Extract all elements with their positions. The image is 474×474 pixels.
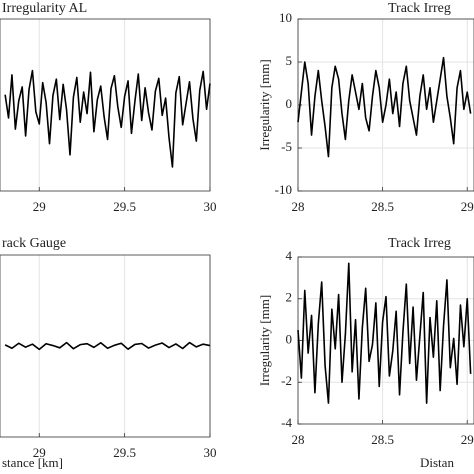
x-tick-label: 28.5 [371, 199, 394, 214]
x-tick-label: 29 [33, 445, 46, 460]
y-axis-label: Irregularity [mm] [257, 295, 272, 386]
x-tick-label: 29 [33, 199, 46, 214]
data-line [4, 341, 211, 351]
plot-frame [297, 18, 474, 192]
x-tick-label: 28.5 [371, 432, 394, 447]
y-axis-label: Irregularity [mm] [257, 59, 272, 150]
data-line [4, 69, 211, 168]
y-tick-label: 0 [286, 96, 293, 111]
x-tick-label: 29.5 [113, 199, 136, 214]
data-line [297, 56, 472, 158]
x-axis-label: Distan [420, 455, 454, 470]
chart-title: Irregularity AL [2, 1, 87, 16]
y-tick-label: 0 [286, 331, 293, 346]
data-line [297, 262, 472, 404]
y-tick-label: 5 [286, 53, 293, 68]
x-tick-label: 28 [292, 199, 305, 214]
x-tick-label: 30 [204, 445, 217, 460]
y-tick-label: -4 [281, 415, 292, 430]
x-tick-label: 29.5 [113, 445, 136, 460]
x-tick-label: 28 [292, 432, 305, 447]
chart-title: rack Gauge [2, 236, 66, 251]
y-tick-label: -2 [281, 373, 292, 388]
plot-frame [0, 18, 211, 192]
y-tick-label: -10 [275, 182, 292, 197]
chart-title: Track Irreg [388, 1, 451, 16]
plot-frame [0, 254, 211, 438]
x-tick-label: 29 [461, 432, 474, 447]
y-tick-label: -5 [281, 139, 292, 154]
y-tick-label: 4 [286, 248, 293, 263]
x-tick-label: 30 [204, 199, 217, 214]
chart-title: Track Irreg [388, 236, 451, 251]
x-axis-label: stance [km] [2, 455, 63, 470]
y-tick-label: 2 [286, 290, 293, 305]
y-tick-label: 10 [279, 10, 292, 25]
x-tick-label: 29 [461, 199, 474, 214]
